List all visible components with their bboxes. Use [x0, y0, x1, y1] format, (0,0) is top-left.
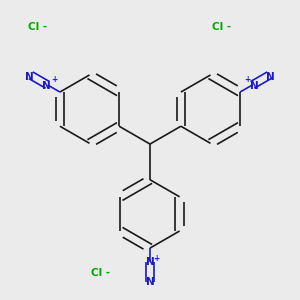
- Text: Cl -: Cl -: [212, 22, 232, 32]
- Text: Cl -: Cl -: [28, 22, 47, 32]
- Text: N: N: [146, 277, 154, 287]
- Text: +: +: [51, 75, 57, 84]
- Text: N: N: [25, 72, 34, 82]
- Text: N: N: [42, 81, 50, 92]
- Text: N: N: [266, 72, 275, 82]
- Text: +: +: [153, 254, 160, 263]
- Text: N: N: [250, 81, 258, 92]
- Text: +: +: [244, 75, 250, 84]
- Text: Cl -: Cl -: [91, 268, 110, 278]
- Text: N: N: [146, 257, 154, 267]
